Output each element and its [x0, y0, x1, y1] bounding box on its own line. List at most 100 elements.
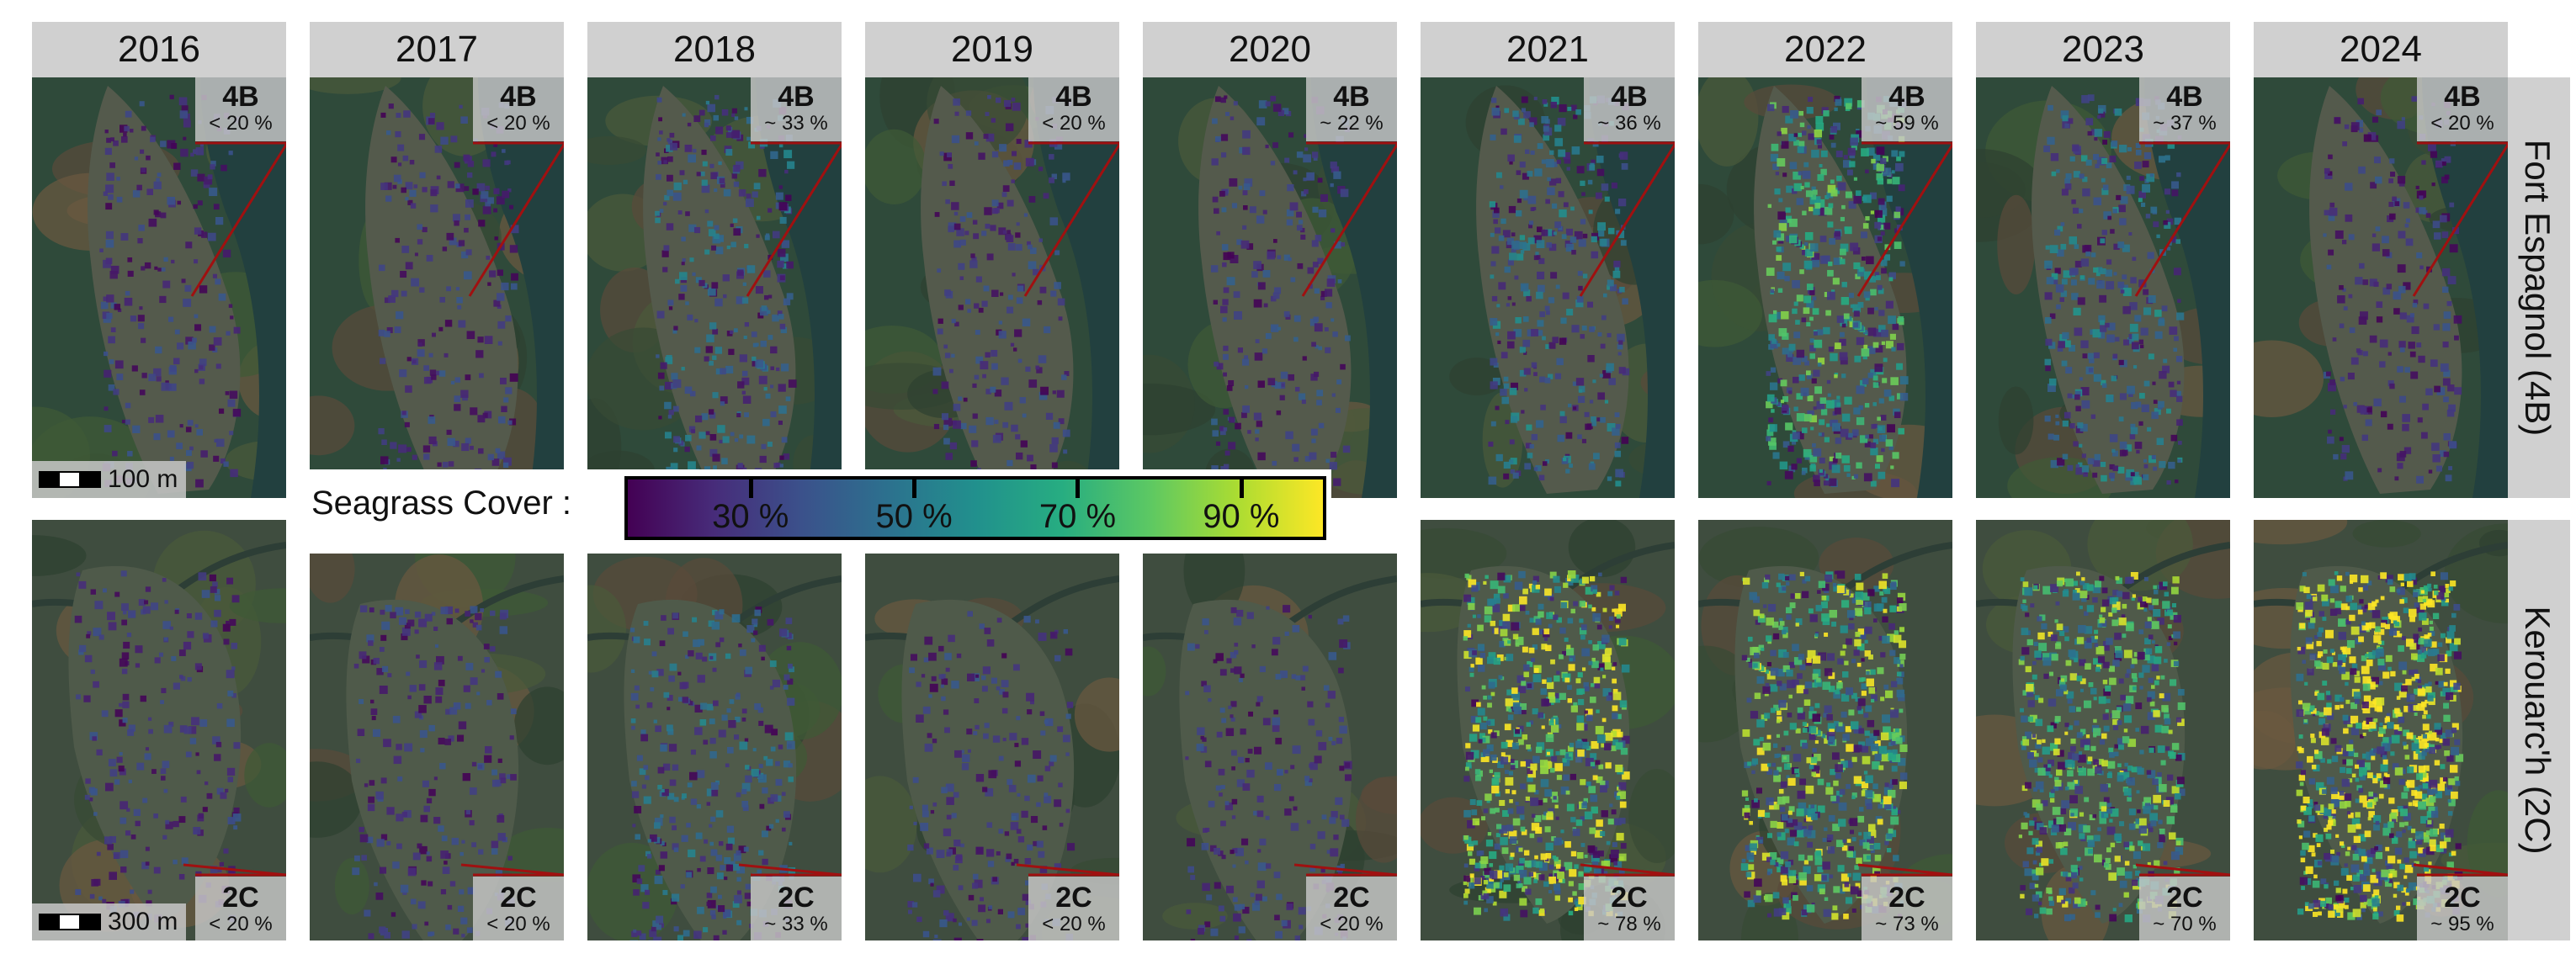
cover-estimate: < 20 %: [209, 112, 273, 135]
satellite-image: [310, 554, 564, 940]
cover-estimate: ~ 36 %: [1597, 112, 1661, 135]
year-header: 2021: [1421, 22, 1675, 77]
site-badge: 2C ~ 70 %: [2139, 877, 2230, 940]
satellite-image: [587, 554, 842, 940]
cover-estimate: ~ 70 %: [2153, 913, 2217, 935]
site-badge: 4B ~ 33 %: [751, 77, 842, 141]
site-badge: 4B ~ 22 %: [1306, 77, 1397, 141]
site-code: 4B: [1333, 81, 1370, 113]
cover-estimate: ~ 37 %: [2153, 112, 2217, 135]
site-code: 4B: [1888, 81, 1925, 113]
year-header: 2024: [2254, 22, 2508, 77]
cover-estimate: ~ 22 %: [1320, 112, 1384, 135]
map-panel: 4B ~ 59 %: [1698, 77, 1952, 498]
site-badge: 2C ~ 95 %: [2417, 877, 2508, 940]
cover-estimate: < 20 %: [1320, 913, 1384, 935]
site-badge: 4B ~ 36 %: [1584, 77, 1675, 141]
satellite-image: [1143, 554, 1397, 940]
colorbar-tick-label: 50 %: [875, 498, 953, 535]
cover-estimate: < 20 %: [2430, 112, 2494, 135]
satellite-image: [865, 554, 1119, 940]
site-badge: 2C < 20 %: [1028, 877, 1119, 940]
map-panel: 2C ~ 33 %: [587, 554, 842, 940]
site-code: 4B: [222, 81, 259, 113]
site-badge: 2C < 20 %: [1306, 877, 1397, 940]
year-header: 2018: [587, 22, 842, 77]
map-panel: 4B ~ 22 %: [1143, 77, 1397, 498]
cover-estimate: ~ 95 %: [2430, 913, 2494, 935]
site-code: 4B: [500, 81, 537, 113]
map-panel: 2C < 20 %: [865, 554, 1119, 940]
map-panel: 2C ~ 73 %: [1698, 520, 1952, 940]
scale-bar-graphic: [39, 914, 101, 930]
cover-estimate: ~ 59 %: [1875, 112, 1939, 135]
site-code: 4B: [2166, 81, 2203, 113]
row-label-text: Kerouarc'h (2C): [2518, 606, 2557, 855]
site-code: 2C: [1611, 882, 1648, 914]
cover-estimate: ~ 73 %: [1875, 913, 1939, 935]
satellite-image: [1421, 77, 1675, 498]
site-badge: 2C ~ 78 %: [1584, 877, 1675, 940]
site-badge: 2C < 20 %: [473, 877, 564, 940]
cover-estimate: ~ 78 %: [1597, 913, 1661, 935]
site-badge: 2C ~ 73 %: [1862, 877, 1952, 940]
colorbar-tick-label: 70 %: [1038, 498, 1117, 535]
map-panel: 4B ~ 36 %: [1421, 77, 1675, 498]
site-code: 4B: [778, 81, 815, 113]
year-header: 2019: [865, 22, 1119, 77]
year-header: 2016: [32, 22, 286, 77]
site-badge: 4B < 20 %: [1028, 77, 1119, 141]
map-panel: 4B < 20 % 100 m: [32, 77, 286, 498]
map-panel: 4B ~ 33 %: [587, 77, 842, 498]
site-badge: 4B < 20 %: [2417, 77, 2508, 141]
year-header: 2023: [1976, 22, 2230, 77]
map-panel: 2C ~ 95 %: [2254, 520, 2508, 940]
satellite-image: [865, 77, 1119, 498]
colorbar-tick: [748, 480, 753, 498]
row-label-fort-espagnol: Fort Espagnol (4B): [2504, 77, 2570, 498]
site-code: 2C: [222, 882, 259, 914]
satellite-image: [310, 77, 564, 498]
year-header: 2022: [1698, 22, 1952, 77]
cover-estimate: < 20 %: [1042, 112, 1106, 135]
map-panel: 4B < 20 %: [310, 77, 564, 498]
cover-estimate: < 20 %: [1042, 913, 1106, 935]
legend-label: Seagrass Cover :: [311, 485, 572, 522]
site-badge: 4B ~ 37 %: [2139, 77, 2230, 141]
colorbar-tick: [1239, 480, 1244, 498]
map-panel: 2C < 20 %: [1143, 554, 1397, 940]
site-code: 2C: [778, 882, 815, 914]
satellite-image: [32, 520, 286, 940]
map-panel: 2C ~ 70 %: [1976, 520, 2230, 940]
site-code: 2C: [1055, 882, 1092, 914]
satellite-image: [1976, 77, 2230, 498]
satellite-image: [1421, 520, 1675, 940]
map-panel: 4B < 20 %: [865, 77, 1119, 498]
colorbar-tick: [1076, 480, 1081, 498]
year-header: 2017: [310, 22, 564, 77]
site-code: 2C: [1333, 882, 1370, 914]
scale-bar: 300 m: [32, 903, 187, 940]
row-label-kerouarch: Kerouarc'h (2C): [2504, 520, 2570, 940]
scale-bar-label: 300 m: [108, 908, 178, 935]
scale-bar-label: 100 m: [108, 465, 178, 493]
cover-estimate: ~ 33 %: [764, 112, 828, 135]
colorbar: 30 % 50 % 70 % 90 %: [624, 476, 1326, 540]
map-panel: 2C ~ 78 %: [1421, 520, 1675, 940]
site-code: 2C: [1888, 882, 1925, 914]
cover-estimate: < 20 %: [486, 112, 550, 135]
site-code: 2C: [2166, 882, 2203, 914]
satellite-image: [32, 77, 286, 498]
year-header: 2020: [1143, 22, 1397, 77]
site-code: 4B: [2444, 81, 2481, 113]
colorbar-tick-label: 90 %: [1203, 498, 1280, 535]
map-panel: 2C < 20 % 300 m: [32, 520, 286, 940]
cover-estimate: ~ 33 %: [764, 913, 828, 935]
site-badge: 4B ~ 59 %: [1862, 77, 1952, 141]
site-code: 4B: [1611, 81, 1648, 113]
row-label-text: Fort Espagnol (4B): [2518, 139, 2557, 437]
map-panel: 4B ~ 37 %: [1976, 77, 2230, 498]
map-panel: 4B < 20 %: [2254, 77, 2508, 498]
site-badge: 4B < 20 %: [473, 77, 564, 141]
map-panel: 2C < 20 %: [310, 554, 564, 940]
